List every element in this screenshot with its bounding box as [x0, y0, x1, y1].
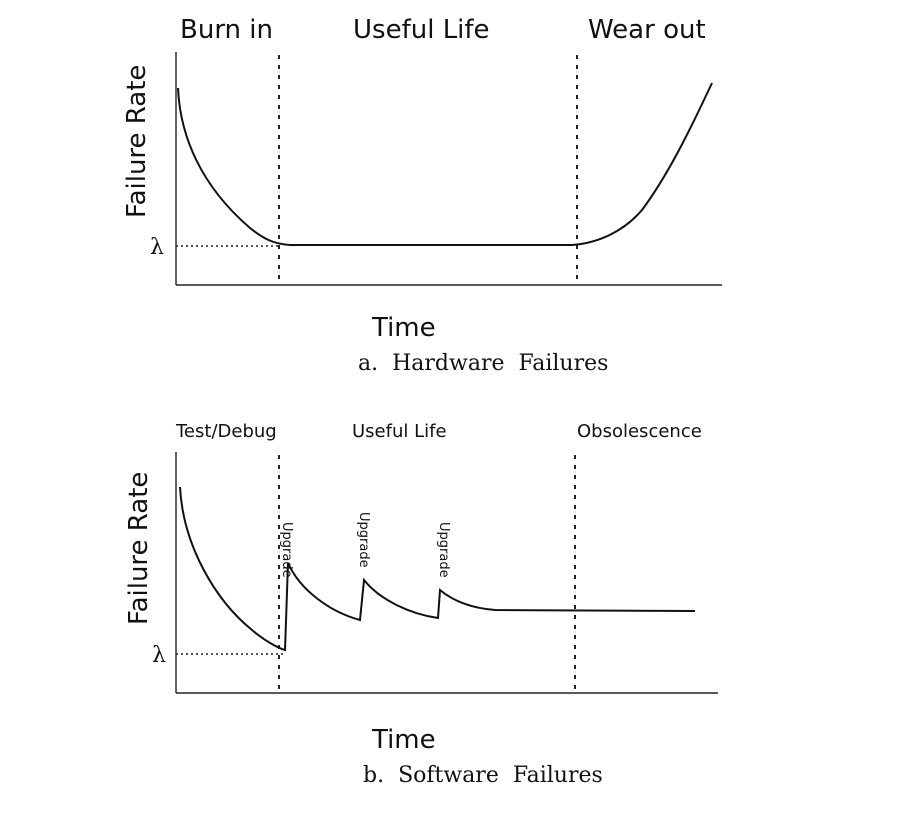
sw-upgrade-label-1: Upgrade — [279, 522, 294, 578]
hw-x-axis-label: Time — [371, 313, 436, 343]
hw-y-axis-label: Failure Rate — [122, 65, 152, 218]
sw-failure-curve — [179, 486, 696, 652]
hw-phase-useful-life: Useful Life — [353, 15, 490, 45]
software-panel: Test/Debug Useful Life Obsolescence Fail… — [124, 421, 718, 788]
sw-y-axis-label: Failure Rate — [124, 472, 154, 625]
hw-lambda-label: λ — [150, 235, 164, 260]
hw-phase-wear-out: Wear out — [588, 15, 706, 45]
sw-upgrade-label-3: Upgrade — [436, 522, 451, 578]
sw-lambda-label: λ — [152, 643, 166, 668]
hw-bathtub-curve — [177, 82, 713, 246]
hw-caption: a. Hardware Failures — [358, 351, 608, 376]
hw-phase-burn-in: Burn in — [180, 15, 273, 45]
sw-caption: b. Software Failures — [363, 763, 603, 788]
hardware-panel: Burn in Useful Life Wear out Failure Rat… — [122, 15, 722, 376]
sw-phase-useful-life: Useful Life — [352, 421, 447, 442]
sw-phase-test-debug: Test/Debug — [175, 421, 277, 442]
sw-upgrade-label-2: Upgrade — [356, 512, 371, 568]
sw-x-axis-label: Time — [371, 725, 436, 755]
sw-phase-obsolescence: Obsolescence — [577, 421, 702, 442]
